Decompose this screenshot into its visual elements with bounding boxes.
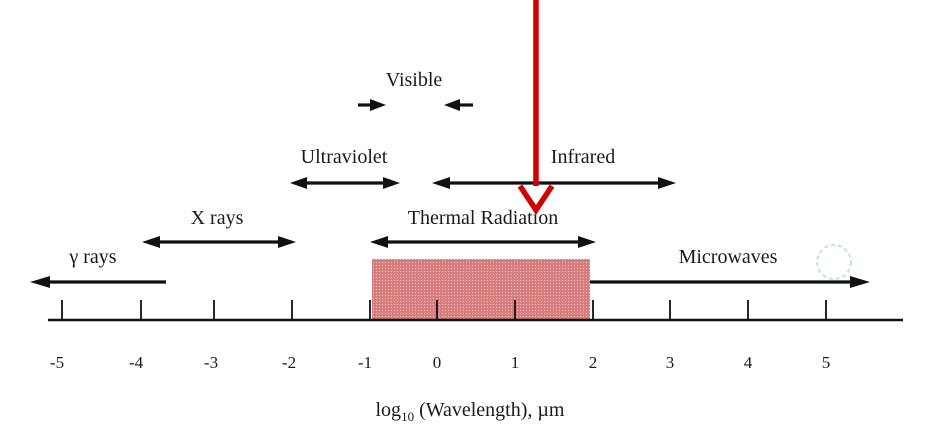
axis-ticks — [61, 300, 827, 320]
band-label-infrared: Infrared — [551, 146, 615, 168]
band-label-gamma-rays: γ rays — [68, 246, 116, 268]
axis-title-subscript: 10 — [401, 409, 414, 424]
tick-label: -4 — [129, 353, 144, 372]
cursor-highlight — [816, 244, 852, 280]
tick-label: 3 — [666, 353, 675, 372]
red-pointer-arrow — [517, 0, 555, 215]
visible-arrows — [358, 99, 473, 111]
thermal-radiation-arrow — [370, 236, 596, 248]
infrared-arrow — [432, 177, 676, 189]
ultraviolet-arrow — [290, 177, 400, 189]
gamma-rays-arrow — [30, 276, 166, 288]
band-label-visible: Visible — [386, 69, 443, 91]
microwaves-arrow — [590, 276, 870, 288]
axis-title: log10 (Wavelength), µm — [376, 399, 565, 424]
axis-tick-labels: -5 -4 -3 -2 -1 0 1 2 3 4 5 — [50, 353, 830, 372]
tick-label: -3 — [204, 353, 218, 372]
band-label-x-rays: X rays — [191, 207, 244, 229]
thermal-radiation-region — [372, 259, 590, 321]
tick-label: -2 — [282, 353, 296, 372]
tick-label: 1 — [511, 353, 520, 372]
band-label-ultraviolet: Ultraviolet — [301, 146, 388, 168]
axis-title-log: log — [376, 399, 402, 421]
x-rays-arrow — [142, 236, 296, 248]
tick-label: 5 — [822, 353, 831, 372]
tick-label: 4 — [744, 353, 753, 372]
band-label-thermal-radiation: Thermal Radiation — [408, 207, 559, 229]
axis-title-rest: (Wavelength), µm — [414, 399, 565, 421]
tick-label: -1 — [358, 353, 372, 372]
tick-label: 2 — [589, 353, 598, 372]
band-label-microwaves: Microwaves — [679, 246, 778, 268]
tick-label: 0 — [433, 353, 442, 372]
tick-label: -5 — [50, 353, 64, 372]
